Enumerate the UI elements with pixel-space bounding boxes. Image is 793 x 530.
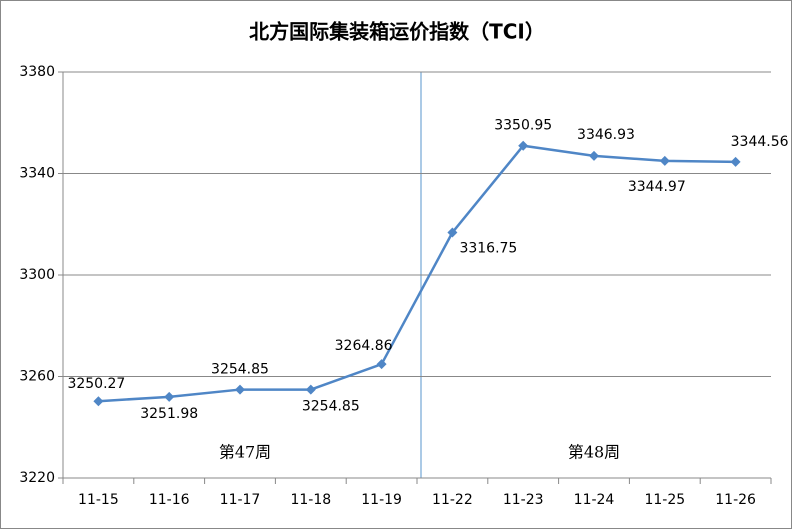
x-tick-label: 11-23	[503, 492, 544, 508]
marker	[659, 155, 670, 166]
data-label: 3316.75	[459, 240, 517, 256]
marker	[589, 150, 599, 161]
data-label: 3264.86	[335, 338, 393, 354]
y-tick-label: 3260	[19, 369, 55, 385]
marker	[93, 396, 104, 407]
x-tick-label: 11-26	[715, 492, 756, 508]
y-tick-label: 3300	[19, 267, 55, 283]
data-label: 3344.56	[731, 134, 789, 150]
chart-title: 北方国际集装箱运价指数（TCI）	[249, 20, 545, 44]
x-tick-label: 11-18	[290, 492, 331, 508]
marker	[235, 384, 245, 395]
annotation: 第48周	[568, 443, 620, 462]
marker	[730, 156, 741, 167]
y-tick-label: 3340	[19, 166, 55, 182]
data-label: 3344.97	[628, 179, 686, 195]
x-tick-label: 11-24	[574, 492, 615, 508]
x-tick-label: 11-16	[149, 492, 190, 508]
data-label: 3350.95	[494, 118, 552, 134]
marker	[376, 359, 387, 370]
x-tick-label: 11-22	[432, 492, 473, 508]
x-tick-label: 11-19	[361, 492, 402, 508]
data-label: 3251.98	[140, 406, 198, 422]
line	[98, 144, 736, 403]
data-label: 3250.27	[67, 376, 125, 392]
data-label: 3254.85	[302, 399, 360, 415]
x-tick-label: 11-15	[78, 492, 119, 508]
marker	[447, 227, 458, 238]
y-tick-label: 3220	[19, 470, 55, 486]
annotation: 第47周	[219, 443, 271, 462]
marker	[305, 384, 316, 395]
x-tick-label: 11-17	[220, 492, 261, 508]
marker	[518, 140, 529, 151]
data-label: 3254.85	[211, 362, 269, 378]
data-label: 3346.93	[577, 127, 635, 143]
y-tick-label: 3380	[19, 64, 55, 80]
x-tick-label: 11-25	[644, 492, 685, 508]
marker	[164, 391, 175, 402]
